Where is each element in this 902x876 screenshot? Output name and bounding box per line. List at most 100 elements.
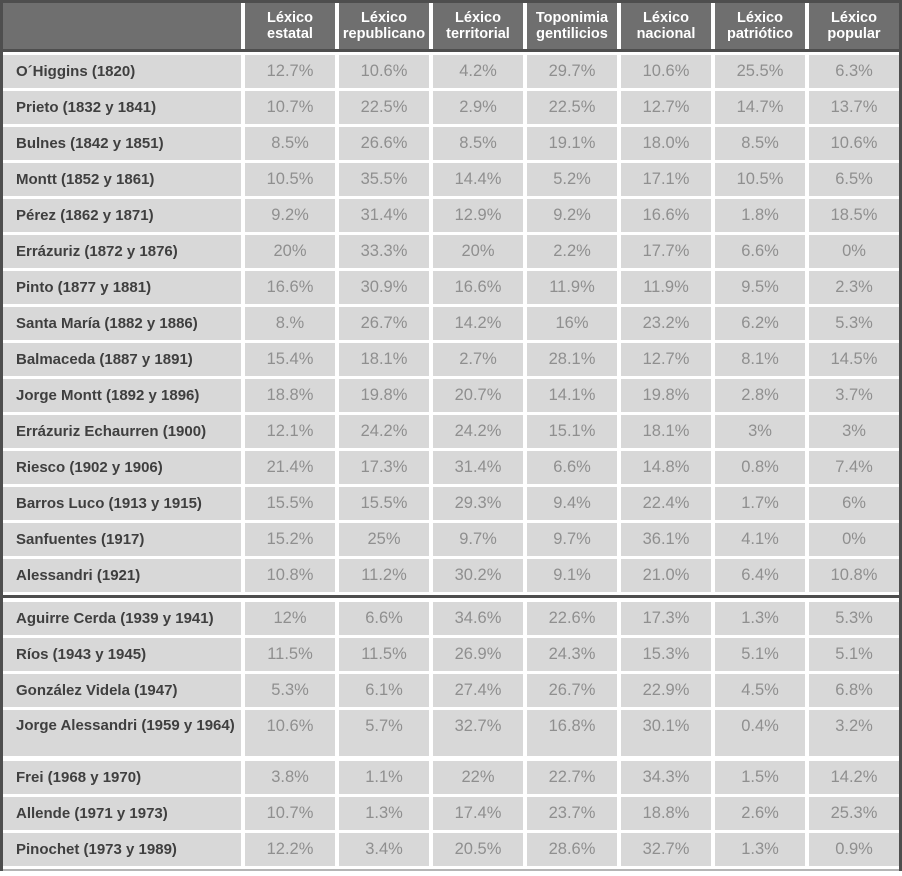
row-label: Pinto (1877 y 1881) bbox=[3, 271, 241, 304]
table-row: Ríos (1943 y 1945) 11.5% 11.5% 26.9% 24.3% 15… bbox=[3, 638, 899, 671]
value-cell: 7.4% bbox=[809, 451, 899, 484]
value-cell: 21.0% bbox=[621, 559, 711, 592]
value-cell: 31.4% bbox=[433, 451, 523, 484]
row-label: Riesco (1902 y 1906) bbox=[3, 451, 241, 484]
value-cell: 10.6% bbox=[339, 55, 429, 88]
value-cell: 1.3% bbox=[339, 797, 429, 830]
column-header: Léxico nacional bbox=[621, 3, 711, 49]
row-label: Santa María (1882 y 1886) bbox=[3, 307, 241, 340]
value-cell: 22.7% bbox=[527, 761, 617, 794]
row-label: Prieto (1832 y 1841) bbox=[3, 91, 241, 124]
table-row: Alessandri (1921) 10.8% 11.2% 30.2% 9.1% 21.0… bbox=[3, 559, 899, 592]
value-cell: 8.5% bbox=[245, 127, 335, 160]
value-cell: 8.1% bbox=[715, 343, 805, 376]
column-header: Toponimia gentilicios bbox=[527, 3, 617, 49]
value-cell: 18.8% bbox=[621, 797, 711, 830]
value-cell: 1.3% bbox=[715, 833, 805, 866]
value-cell: 22% bbox=[433, 761, 523, 794]
value-cell: 3.4% bbox=[339, 833, 429, 866]
value-cell: 23.7% bbox=[527, 797, 617, 830]
value-cell: 28.1% bbox=[527, 343, 617, 376]
table-row: Bulnes (1842 y 1851) 8.5% 26.6% 8.5% 19.1% 18… bbox=[3, 127, 899, 160]
value-cell: 18.1% bbox=[621, 415, 711, 448]
row-label: Errázuriz (1872 y 1876) bbox=[3, 235, 241, 268]
table-row: Balmaceda (1887 y 1891) 15.4% 18.1% 2.7% 28.… bbox=[3, 343, 899, 376]
value-cell: 11.2% bbox=[339, 559, 429, 592]
value-cell: 14.5% bbox=[809, 343, 899, 376]
table-row: Prieto (1832 y 1841) 10.7% 22.5% 2.9% 22.5% 1… bbox=[3, 91, 899, 124]
value-cell: 22.5% bbox=[339, 91, 429, 124]
value-cell: 10.6% bbox=[245, 710, 335, 756]
value-cell: 24.3% bbox=[527, 638, 617, 671]
value-cell: 25.5% bbox=[715, 55, 805, 88]
value-cell: 12% bbox=[245, 602, 335, 635]
value-cell: 26.7% bbox=[339, 307, 429, 340]
value-cell: 2.3% bbox=[809, 271, 899, 304]
value-cell: 14.8% bbox=[621, 451, 711, 484]
value-cell: 29.7% bbox=[527, 55, 617, 88]
value-cell: 0% bbox=[809, 523, 899, 556]
value-cell: 11.9% bbox=[527, 271, 617, 304]
value-cell: 18.0% bbox=[621, 127, 711, 160]
value-cell: 6.2% bbox=[715, 307, 805, 340]
table-bottom-line bbox=[3, 869, 899, 871]
table-row: González Videla (1947) 5.3% 6.1% 27.4% 26.7%… bbox=[3, 674, 899, 707]
value-cell: 16.6% bbox=[433, 271, 523, 304]
table-row: Sanfuentes (1917) 15.2% 25% 9.7% 9.7% 36.1% 4.… bbox=[3, 523, 899, 556]
value-cell: 22.6% bbox=[527, 602, 617, 635]
value-cell: 19.8% bbox=[339, 379, 429, 412]
column-header: Léxico territorial bbox=[433, 3, 523, 49]
table-row: Allende (1971 y 1973) 10.7% 1.3% 17.4% 23.7%… bbox=[3, 797, 899, 830]
row-label: Errázuriz Echaurren (1900) bbox=[3, 415, 241, 448]
table-row: Pérez (1862 y 1871) 9.2% 31.4% 12.9% 9.2% 16.… bbox=[3, 199, 899, 232]
value-cell: 8.% bbox=[245, 307, 335, 340]
row-label: O´Higgins (1820) bbox=[3, 55, 241, 88]
value-cell: 23.2% bbox=[621, 307, 711, 340]
value-cell: 12.7% bbox=[621, 343, 711, 376]
column-header: Léxico popular bbox=[809, 3, 899, 49]
value-cell: 25% bbox=[339, 523, 429, 556]
value-cell: 9.2% bbox=[527, 199, 617, 232]
value-cell: 6.8% bbox=[809, 674, 899, 707]
row-label: Sanfuentes (1917) bbox=[3, 523, 241, 556]
value-cell: 30.9% bbox=[339, 271, 429, 304]
value-cell: 2.7% bbox=[433, 343, 523, 376]
value-cell: 6.4% bbox=[715, 559, 805, 592]
value-cell: 4.5% bbox=[715, 674, 805, 707]
row-label: Montt (1852 y 1861) bbox=[3, 163, 241, 196]
value-cell: 24.2% bbox=[339, 415, 429, 448]
value-cell: 31.4% bbox=[339, 199, 429, 232]
table-body: O´Higgins (1820) 12.7% 10.6% 4.2% 29.7% 10.6%… bbox=[3, 52, 899, 866]
value-cell: 14.4% bbox=[433, 163, 523, 196]
value-cell: 18.8% bbox=[245, 379, 335, 412]
value-cell: 36.1% bbox=[621, 523, 711, 556]
value-cell: 26.9% bbox=[433, 638, 523, 671]
value-cell: 1.1% bbox=[339, 761, 429, 794]
value-cell: 11.9% bbox=[621, 271, 711, 304]
value-cell: 20% bbox=[433, 235, 523, 268]
value-cell: 10.8% bbox=[809, 559, 899, 592]
value-cell: 5.3% bbox=[809, 307, 899, 340]
value-cell: 15.5% bbox=[245, 487, 335, 520]
value-cell: 34.6% bbox=[433, 602, 523, 635]
table-row: Riesco (1902 y 1906) 21.4% 17.3% 31.4% 6.6% 1… bbox=[3, 451, 899, 484]
value-cell: 6.5% bbox=[809, 163, 899, 196]
value-cell: 0% bbox=[809, 235, 899, 268]
value-cell: 15.1% bbox=[527, 415, 617, 448]
row-label: Jorge Montt (1892 y 1896) bbox=[3, 379, 241, 412]
value-cell: 6.3% bbox=[809, 55, 899, 88]
value-cell: 16.6% bbox=[245, 271, 335, 304]
value-cell: 14.7% bbox=[715, 91, 805, 124]
row-label: Pérez (1862 y 1871) bbox=[3, 199, 241, 232]
table-row: Errázuriz (1872 y 1876) 20% 33.3% 20% 2.2% 17… bbox=[3, 235, 899, 268]
value-cell: 20% bbox=[245, 235, 335, 268]
value-cell: 9.7% bbox=[433, 523, 523, 556]
value-cell: 2.6% bbox=[715, 797, 805, 830]
value-cell: 15.5% bbox=[339, 487, 429, 520]
value-cell: 16% bbox=[527, 307, 617, 340]
value-cell: 18.1% bbox=[339, 343, 429, 376]
value-cell: 20.5% bbox=[433, 833, 523, 866]
header-underline bbox=[3, 49, 899, 52]
value-cell: 22.9% bbox=[621, 674, 711, 707]
